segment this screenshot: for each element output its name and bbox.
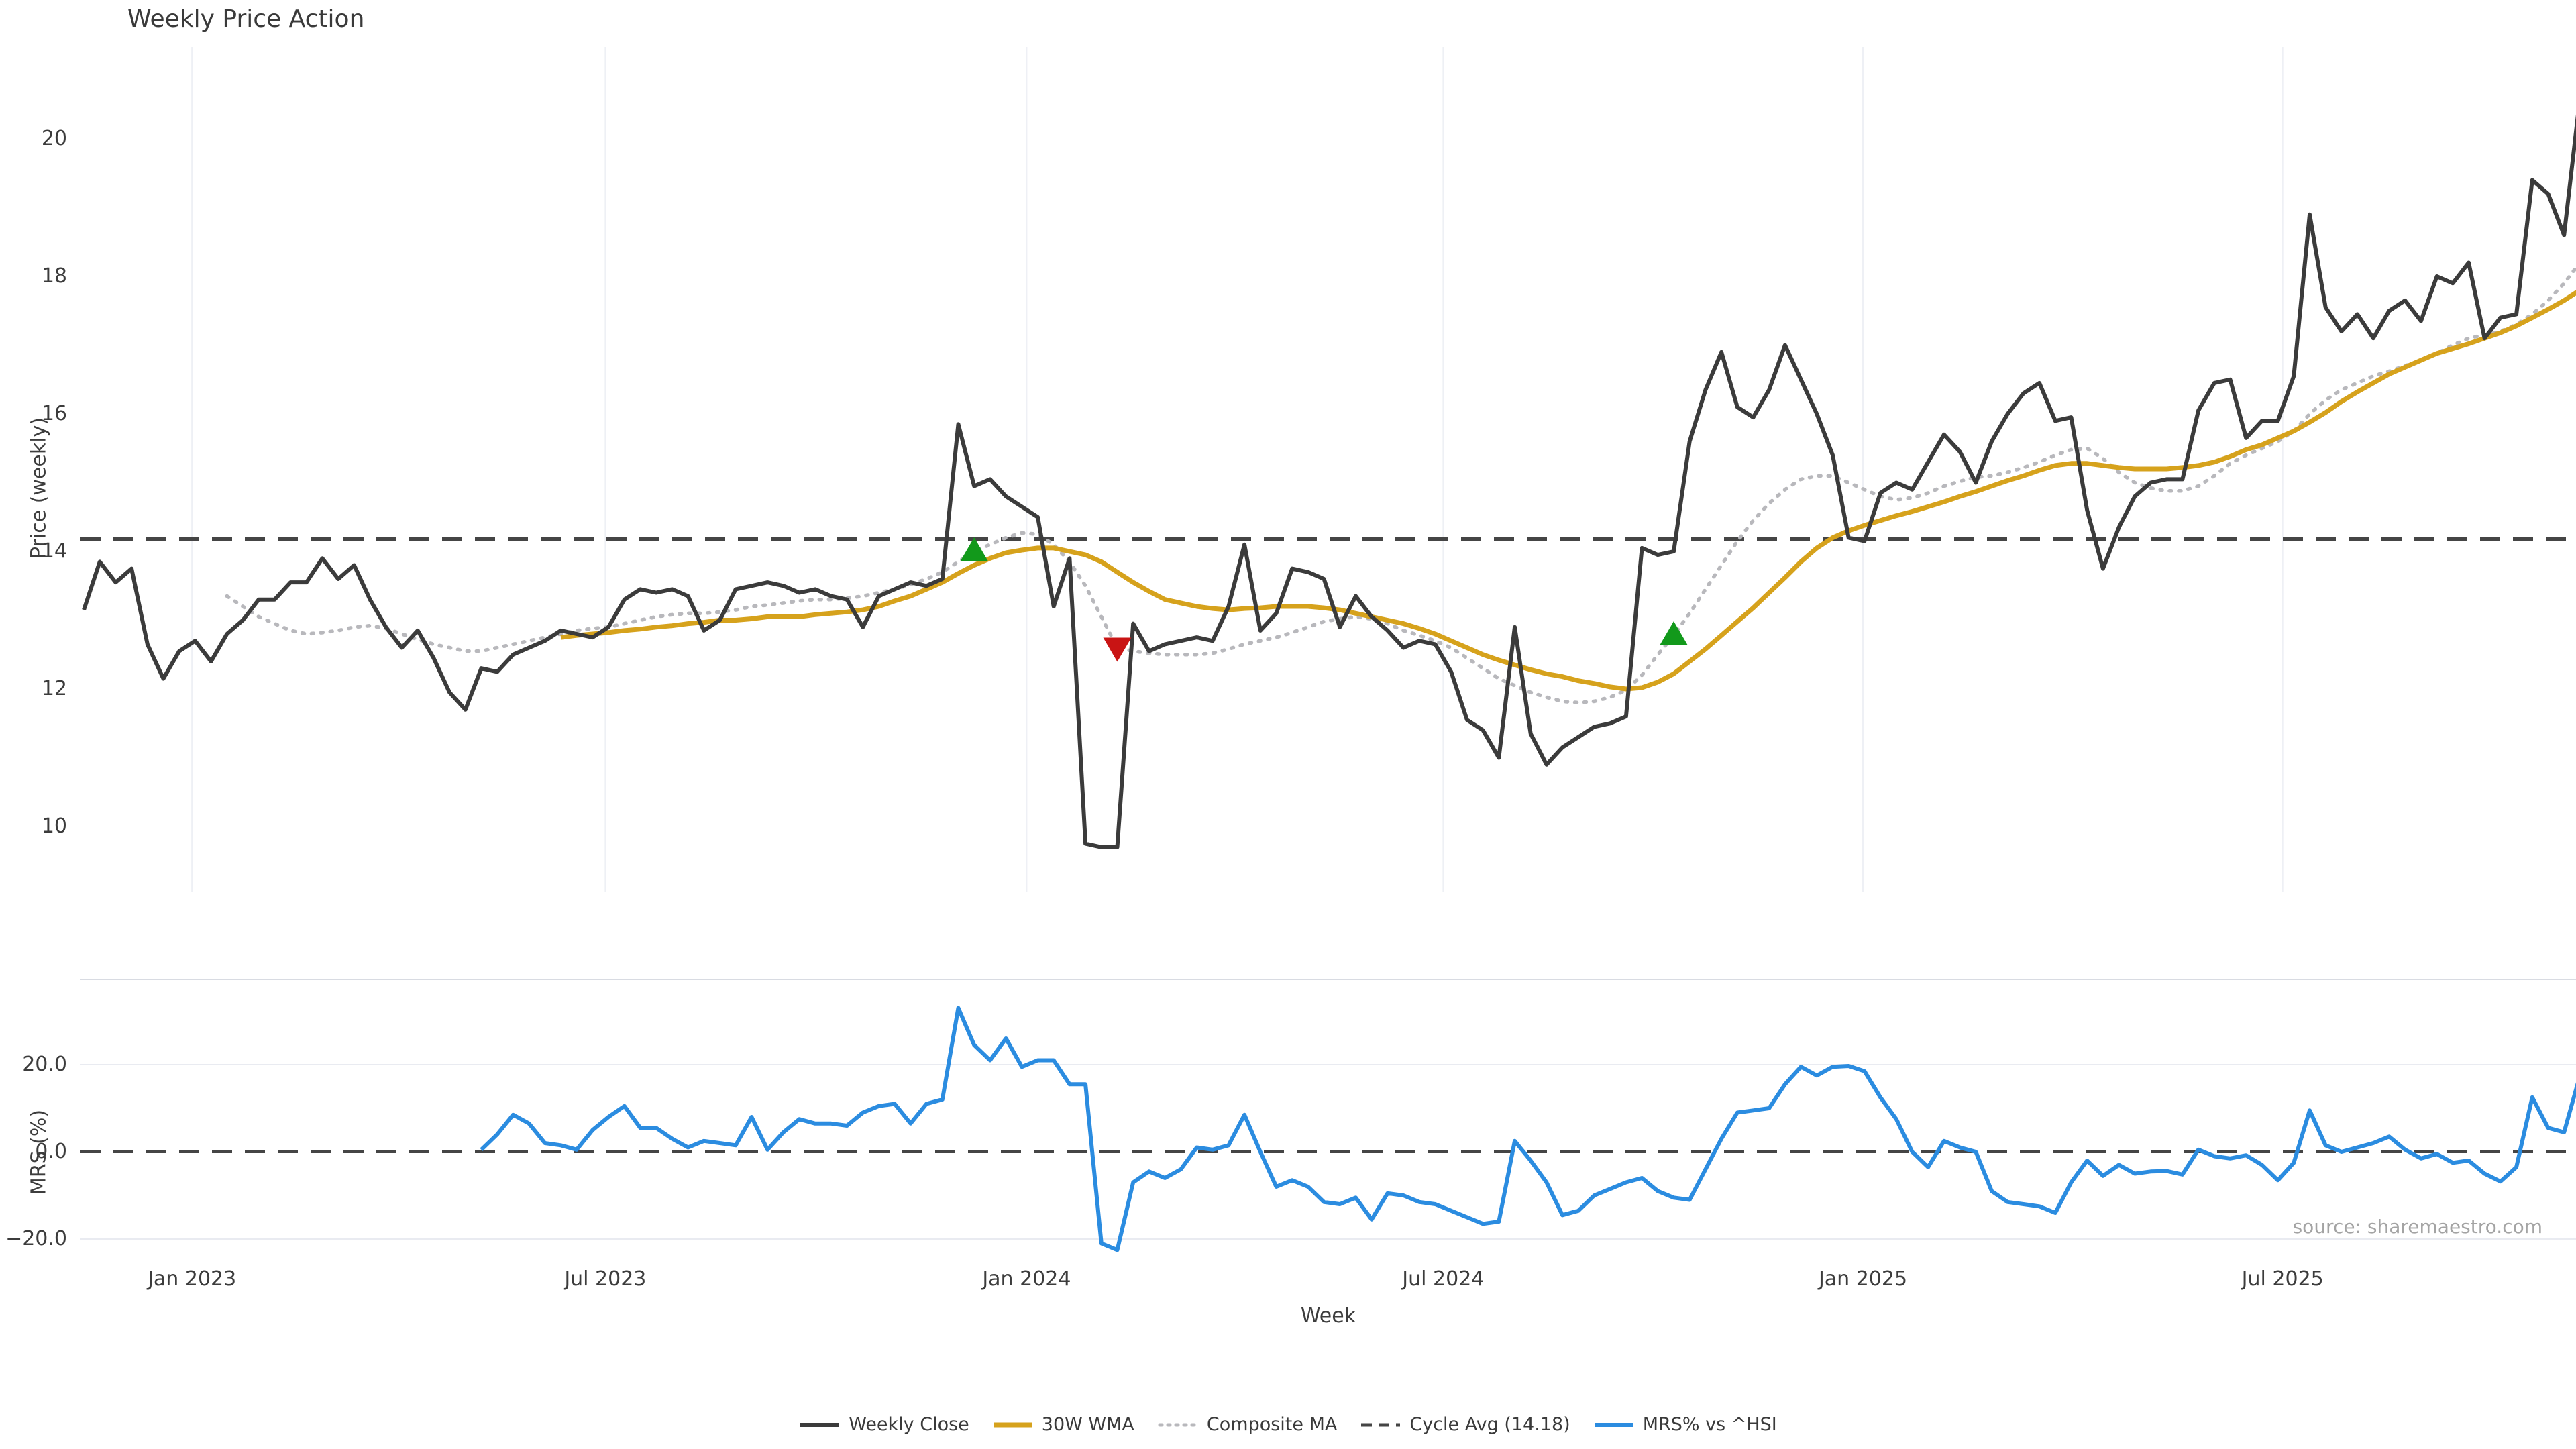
composite-ma-line — [225, 264, 2576, 705]
price-tick-label: 10 — [41, 814, 67, 838]
price-tick-label: 16 — [41, 402, 67, 425]
mrs-panel-gridlines — [80, 1064, 2576, 1240]
x-tick-label: Jul 2023 — [564, 1267, 647, 1291]
mrs-tick-label: 20.0 — [22, 1053, 67, 1076]
legend-label: Cycle Avg (14.18) — [1409, 1414, 1570, 1435]
mrs-swatch-icon — [1594, 1422, 1633, 1427]
price-tick-label: 12 — [41, 677, 67, 700]
legend-item-composite-ma: Composite MA — [1157, 1414, 1337, 1435]
legend-label: Weekly Close — [849, 1414, 969, 1435]
legend-label: Composite MA — [1206, 1414, 1338, 1435]
legend-label: MRS% vs ^HSI — [1642, 1414, 1777, 1435]
legend-item-weekly-close: Weekly Close — [799, 1414, 969, 1435]
x-tick-label: Jan 2023 — [148, 1267, 237, 1291]
sell-signal-marker-icon — [1103, 637, 1132, 662]
x-tick-label: Jan 2024 — [982, 1267, 1071, 1291]
cycle-avg-swatch-icon — [1361, 1423, 1401, 1426]
x-tick-label: Jan 2025 — [1818, 1267, 1908, 1291]
legend-item-30w-wma: 30W WMA — [992, 1414, 1134, 1435]
legend-item-cycle-avg: Cycle Avg (14.18) — [1360, 1414, 1570, 1435]
buy-signal-marker-icon — [960, 537, 989, 561]
price-panel-gridlines — [191, 47, 2284, 892]
price-tick-label: 18 — [41, 264, 67, 288]
buy-sell-signal-markers — [960, 537, 1688, 662]
x-tick-label: Jul 2025 — [2241, 1267, 2324, 1291]
weekly-close-swatch-icon — [800, 1422, 840, 1427]
legend-label: 30W WMA — [1041, 1414, 1134, 1435]
x-axis-label: Week — [1300, 1304, 1356, 1328]
wma-swatch-icon — [993, 1422, 1032, 1427]
price-tick-label: 20 — [41, 127, 67, 150]
weekly-close-line — [82, 114, 2576, 849]
mrs-tick-label: −20.0 — [5, 1227, 67, 1250]
x-tick-label: Jul 2024 — [1402, 1267, 1485, 1291]
wma-30w-line — [560, 290, 2576, 692]
legend: Weekly Close 30W WMA Composite MA Cycle … — [0, 1414, 2576, 1435]
legend-item-mrs: MRS% vs ^HSI — [1593, 1414, 1777, 1435]
chart-title: Weekly Price Action — [127, 5, 365, 33]
price-tick-label: 14 — [41, 539, 67, 563]
composite-ma-swatch-icon — [1158, 1423, 1199, 1426]
source-note: source: sharemaestro.com — [2292, 1216, 2542, 1238]
buy-signal-marker-icon — [1660, 621, 1688, 646]
mrs-line — [480, 1006, 2576, 1252]
mrs-tick-label: 0.0 — [35, 1140, 67, 1163]
